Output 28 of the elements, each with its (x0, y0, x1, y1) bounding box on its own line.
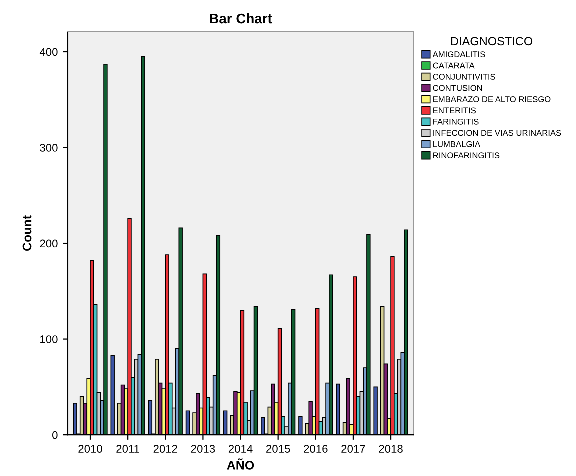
legend-label: CONTUSION (433, 85, 482, 92)
legend-label: EMBARAZO DE ALTO RIESGO (434, 96, 551, 102)
legend-label: CONJUNTIVITIS (433, 74, 496, 80)
x-tick-label: 2016 (304, 445, 328, 453)
x-tick-label: 2015 (266, 445, 290, 453)
x-tick-label: 2013 (191, 445, 216, 453)
y-tick-label: 0 (52, 431, 58, 440)
legend-label: RINOFARINGITIS (434, 152, 500, 159)
legend-label: LUMBALGIA (434, 141, 481, 148)
y-tick-label: 300 (40, 144, 58, 152)
x-tick-label: 2017 (342, 445, 366, 453)
x-axis-title: AÑO (227, 458, 254, 470)
legend-label: AMIGDALITIS (432, 52, 486, 58)
x-tick-label: 2018 (379, 445, 403, 453)
legend-label: ENTERITIS (434, 108, 476, 114)
legend-label: FARINGITIS (434, 118, 479, 125)
chart-title: Bar Chart (210, 13, 272, 24)
legend-label: CATARATA (433, 62, 475, 69)
x-tick-label: 2014 (228, 445, 253, 453)
x-tick-label: 2012 (154, 445, 178, 453)
legend-label: INFECCION DE VIAS URINARIAS (434, 130, 562, 136)
y-tick-label: 200 (40, 240, 58, 248)
legend-title: DIAGNOSTICO (451, 37, 533, 46)
y-tick-label: 100 (40, 336, 58, 344)
x-tick-label: 2011 (116, 445, 140, 453)
y-axis-title: Count (22, 216, 32, 252)
y-tick-label: 400 (40, 48, 58, 56)
x-tick-label: 2010 (78, 445, 102, 453)
